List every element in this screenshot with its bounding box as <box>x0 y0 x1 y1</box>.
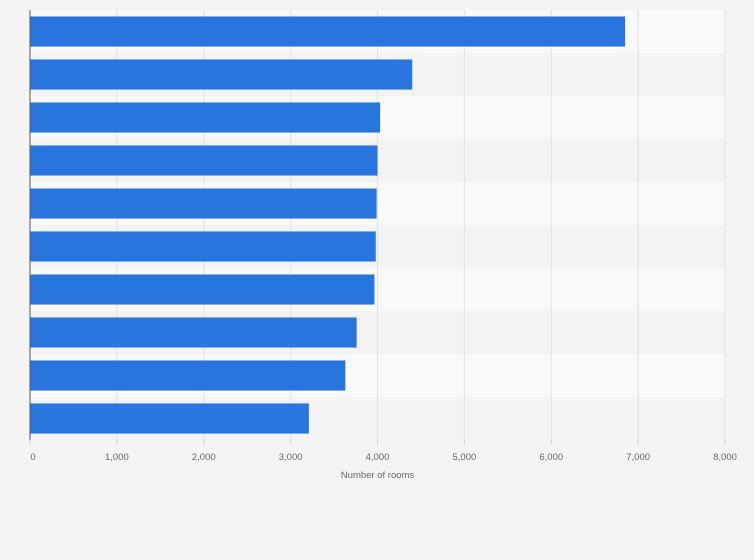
x-tick-label: 8,000 <box>713 452 737 463</box>
x-tick-label: 1,000 <box>105 452 129 463</box>
bar <box>30 16 626 47</box>
bar <box>30 231 376 262</box>
x-tick-label: 6,000 <box>539 452 563 463</box>
x-tick-label: 4,000 <box>366 452 390 463</box>
bar <box>30 59 413 90</box>
x-tick-label: 2,000 <box>192 452 216 463</box>
x-tick-label: 0 <box>30 452 35 463</box>
bar <box>30 102 381 133</box>
x-tick-label: 5,000 <box>452 452 476 463</box>
bar <box>30 403 309 434</box>
bar <box>30 274 375 305</box>
x-tick-label: 7,000 <box>626 452 650 463</box>
bar <box>30 317 357 348</box>
x-tick-label: 3,000 <box>279 452 303 463</box>
bar <box>30 360 346 391</box>
bars <box>30 16 626 434</box>
x-axis-title: Number of rooms <box>341 470 415 481</box>
bar <box>30 188 377 219</box>
bar <box>30 145 378 176</box>
x-axis-ticks: 0 1,000 2,000 3,000 4,000 5,000 6,000 7,000 8,00… <box>29 440 737 463</box>
